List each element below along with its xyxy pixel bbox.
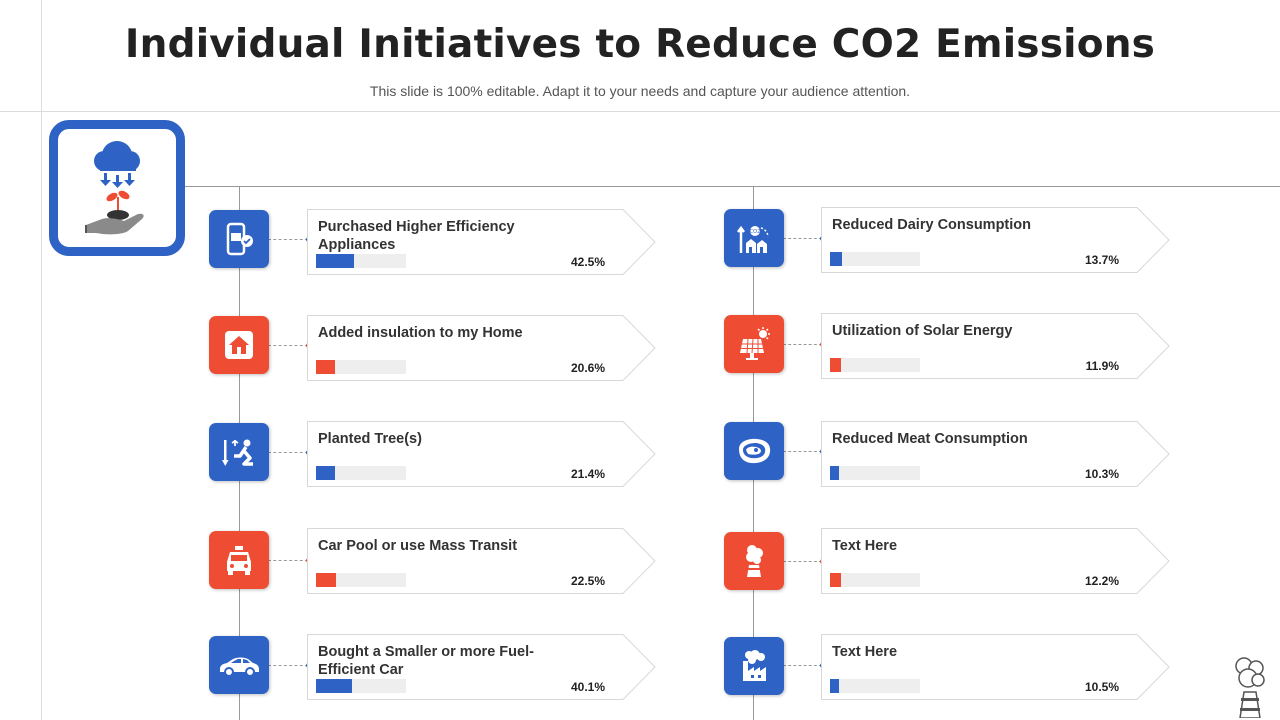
progress-track <box>316 254 406 268</box>
progress-fill <box>830 573 841 587</box>
svg-text:CO2: CO2 <box>750 229 761 235</box>
initiative-icon-box: CO2 <box>724 209 784 267</box>
progress-track <box>830 358 920 372</box>
progress-track <box>316 466 406 480</box>
progress-fill <box>830 252 843 266</box>
factory-smoke-icon <box>743 650 766 681</box>
progress-fill <box>830 679 840 693</box>
initiative-card: Purchased Higher Efficiency Appliances 4… <box>307 209 657 275</box>
progress-fill <box>830 466 840 480</box>
connector-line <box>268 560 308 561</box>
initiative-icon-box <box>209 636 269 694</box>
progress-track <box>830 573 920 587</box>
progress-track <box>830 252 920 266</box>
initiative-icon-box <box>724 532 784 590</box>
connector-line <box>783 238 822 239</box>
connector-line <box>268 345 308 346</box>
city-co2-icon: CO2 <box>737 225 769 253</box>
initiative-card: Reduced Meat Consumption 10.3% <box>821 421 1171 487</box>
initiative-icon-box <box>724 637 784 695</box>
initiative-icon-box <box>724 315 784 373</box>
header-divider <box>0 111 1280 112</box>
progress-fill <box>316 679 353 693</box>
initiative-label: Reduced Meat Consumption <box>832 431 1028 447</box>
initiative-icon-box <box>209 210 269 268</box>
initiative-label: Utilization of Solar Energy <box>832 323 1013 339</box>
car-icon <box>220 657 259 677</box>
initiative-card: Text Here 12.2% <box>821 528 1171 594</box>
initiative-card: Utilization of Solar Energy 11.9% <box>821 313 1171 379</box>
percentage-value: 10.5% <box>1084 680 1119 694</box>
smokestack-icon <box>746 545 763 577</box>
progress-fill <box>316 360 335 374</box>
planting-tree-icon <box>222 439 253 466</box>
chimney-smoke-icon <box>1235 657 1265 718</box>
initiative-label: Car Pool or use Mass Transit <box>318 538 518 554</box>
progress-fill <box>316 573 337 587</box>
progress-fill <box>830 358 841 372</box>
percentage-value: 12.2% <box>1084 574 1119 588</box>
page-subtitle: This slide is 100% editable. Adapt it to… <box>369 83 911 99</box>
initiative-icon-box <box>209 316 269 374</box>
progress-fill <box>316 254 355 268</box>
progress-fill <box>316 466 336 480</box>
initiative-label: Bought a Smaller or more Fuel-Efficient … <box>318 644 534 678</box>
percentage-value: 11.9% <box>1085 359 1119 373</box>
progress-track <box>316 679 406 693</box>
percentage-value: 21.4% <box>570 467 605 481</box>
connector-line <box>268 239 308 240</box>
connector-line <box>783 561 822 562</box>
progress-track <box>316 573 406 587</box>
initiative-card: Planted Tree(s) 21.4% <box>307 421 657 487</box>
percentage-value: 20.6% <box>570 361 605 375</box>
percentage-value: 22.5% <box>570 574 605 588</box>
steak-icon <box>739 438 771 464</box>
left-border-line <box>41 0 42 720</box>
taxi-icon <box>227 546 251 575</box>
progress-track <box>830 679 920 693</box>
timeline-top-line <box>184 186 1280 187</box>
initiative-card: Text Here 10.5% <box>821 634 1171 700</box>
hero-icon-frame <box>49 120 185 256</box>
connector-line <box>783 451 822 452</box>
initiative-card: Added insulation to my Home 20.6% <box>307 315 657 381</box>
initiative-card: Reduced Dairy Consumption 13.7% <box>821 207 1171 273</box>
percentage-value: 10.3% <box>1084 467 1119 481</box>
home-icon <box>225 331 253 359</box>
initiative-label: Planted Tree(s) <box>318 431 422 447</box>
initiative-icon-box <box>209 531 269 589</box>
connector-line <box>783 665 822 666</box>
initiative-card: Car Pool or use Mass Transit 22.5% <box>307 528 657 594</box>
connector-line <box>268 452 308 453</box>
progress-track <box>830 466 920 480</box>
initiative-icon-box <box>209 423 269 481</box>
solar-panel-icon <box>740 327 770 360</box>
connector-line <box>783 344 822 345</box>
initiative-card: Bought a Smaller or more Fuel-Efficient … <box>307 634 657 700</box>
initiative-label: Added insulation to my Home <box>318 325 523 341</box>
percentage-value: 40.1% <box>570 680 605 694</box>
page-title: Individual Initiatives to Reduce CO2 Emi… <box>124 22 1156 67</box>
connector-line <box>268 665 308 666</box>
initiative-label: Text Here <box>832 538 898 554</box>
initiative-label: Reduced Dairy Consumption <box>832 217 1031 233</box>
initiative-icon-box <box>724 422 784 480</box>
initiative-label: Text Here <box>832 644 898 660</box>
cloud-rain-plant-hand-icon <box>85 141 144 235</box>
initiative-label: Purchased Higher Efficiency Appliances <box>318 219 515 253</box>
smartphone-icon <box>226 222 253 256</box>
progress-track <box>316 360 406 374</box>
percentage-value: 42.5% <box>570 255 605 269</box>
percentage-value: 13.7% <box>1084 253 1119 267</box>
